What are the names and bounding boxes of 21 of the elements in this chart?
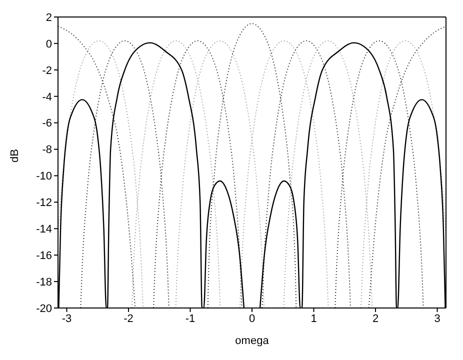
x-tick-label: 2 (372, 312, 379, 325)
y-tick-label: -12 (36, 197, 52, 210)
y-tick-label: -18 (36, 276, 52, 288)
x-tick-label: -3 (62, 312, 72, 325)
y-tick-label: -8 (42, 144, 52, 156)
y-tick-label: 0 (46, 38, 52, 50)
y-tick-label: -16 (36, 250, 52, 262)
x-tick-label: 3 (434, 312, 440, 325)
y-tick-label: 2 (46, 12, 52, 24)
x-tick-label: 1 (310, 312, 317, 325)
y-tick-label: -14 (36, 224, 52, 236)
x-axis-title: omega (235, 335, 270, 347)
y-tick-label: -2 (42, 64, 52, 77)
x-tick-label: -1 (185, 312, 196, 325)
y-tick-label: -10 (36, 170, 52, 183)
y-tick-label: -4 (42, 91, 52, 104)
y-tick-label: -20 (36, 302, 52, 315)
y-tick-label: -6 (42, 118, 52, 130)
x-tick-label: -2 (124, 312, 134, 325)
x-tick-label: 0 (248, 312, 256, 325)
y-axis-title: dB (8, 149, 21, 162)
